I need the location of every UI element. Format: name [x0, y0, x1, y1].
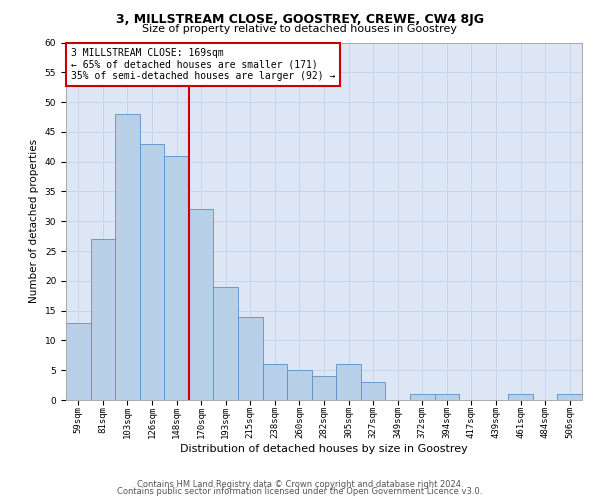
Bar	[263, 364, 287, 400]
Bar	[361, 382, 385, 400]
Y-axis label: Number of detached properties: Number of detached properties	[29, 139, 39, 304]
Bar	[312, 376, 336, 400]
Bar	[287, 370, 312, 400]
Text: 3, MILLSTREAM CLOSE, GOOSTREY, CREWE, CW4 8JG: 3, MILLSTREAM CLOSE, GOOSTREY, CREWE, CW…	[116, 12, 484, 26]
Bar	[91, 239, 115, 400]
Bar	[115, 114, 140, 400]
Bar	[189, 210, 214, 400]
Bar	[164, 156, 189, 400]
Bar	[238, 316, 263, 400]
Text: Contains public sector information licensed under the Open Government Licence v3: Contains public sector information licen…	[118, 488, 482, 496]
Bar	[140, 144, 164, 400]
Text: 3 MILLSTREAM CLOSE: 169sqm
← 65% of detached houses are smaller (171)
35% of sem: 3 MILLSTREAM CLOSE: 169sqm ← 65% of deta…	[71, 48, 335, 81]
Bar	[557, 394, 582, 400]
Text: Contains HM Land Registry data © Crown copyright and database right 2024.: Contains HM Land Registry data © Crown c…	[137, 480, 463, 489]
Bar	[214, 287, 238, 400]
Text: Size of property relative to detached houses in Goostrey: Size of property relative to detached ho…	[143, 24, 458, 34]
Bar	[336, 364, 361, 400]
Bar	[410, 394, 434, 400]
Bar	[434, 394, 459, 400]
Bar	[66, 322, 91, 400]
X-axis label: Distribution of detached houses by size in Goostrey: Distribution of detached houses by size …	[180, 444, 468, 454]
Bar	[508, 394, 533, 400]
